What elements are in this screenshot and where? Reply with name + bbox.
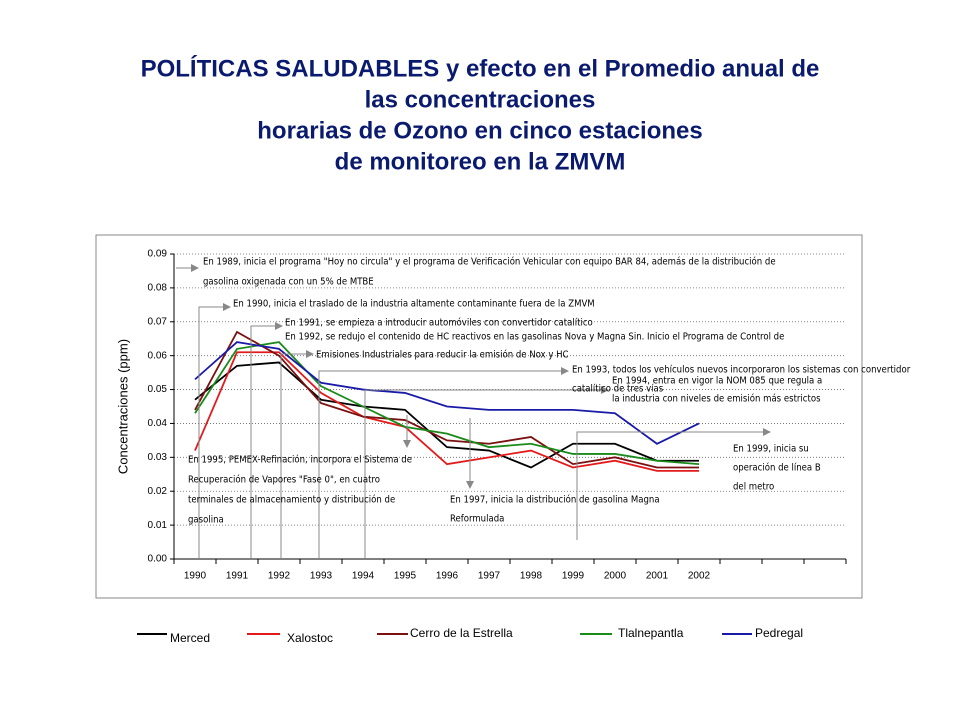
- x-tick-label: 1998: [520, 571, 543, 582]
- legend-label: Merced: [170, 631, 210, 645]
- x-tick-label: 1995: [394, 571, 417, 582]
- chart-title: las concentraciones: [365, 86, 596, 113]
- annotation: gasolina: [188, 515, 224, 526]
- y-tick-label: 0.01: [148, 520, 168, 531]
- y-tick-label: 0.04: [148, 418, 168, 429]
- y-tick-label: 0.03: [148, 452, 168, 463]
- annotation: En 1992, se redujo el contenido de HC re…: [285, 332, 784, 343]
- chart-title: horarias de Ozono en cinco estaciones: [257, 117, 702, 144]
- x-tick-label: 2001: [646, 571, 669, 582]
- y-tick-label: 0.05: [148, 384, 168, 395]
- x-tick-label: 1999: [562, 571, 585, 582]
- series-line: [194, 341, 700, 445]
- legend-label: Xalostoc: [287, 631, 333, 645]
- annotation-arrow: [576, 428, 771, 540]
- annotation: terminales de almacenamiento y distribuc…: [188, 495, 395, 506]
- annotation: En 1993, todos los vehículos nuevos inco…: [572, 365, 911, 376]
- annotation-arrow: [318, 367, 569, 559]
- annotation: catalítico de tres vías: [572, 384, 664, 395]
- x-tick-label: 1996: [436, 571, 459, 582]
- annotation: Emisiones Industriales para reducir la e…: [316, 350, 569, 361]
- annotation: Reformulada: [450, 514, 504, 525]
- series-line: [194, 351, 699, 472]
- annotation: operación de línea B: [733, 463, 821, 474]
- annotation-arrow: [250, 322, 283, 559]
- chart-frame: [95, 234, 863, 599]
- legend-label: Pedregal: [755, 626, 803, 640]
- series-line: [194, 361, 699, 469]
- x-tick-label: 2002: [688, 571, 711, 582]
- annotation: del metro: [733, 482, 774, 493]
- annotation-arrow: [198, 303, 231, 559]
- annotation: la industria con niveles de emisión más …: [612, 394, 821, 405]
- annotation-arrow: [364, 386, 609, 559]
- y-tick-label: 0.09: [148, 249, 168, 260]
- x-tick-label: 1991: [226, 571, 249, 582]
- annotation-arrow: [280, 350, 314, 559]
- x-tick-label: 1993: [310, 571, 333, 582]
- annotation: En 1989, inicia el programa "Hoy no circ…: [203, 257, 776, 268]
- x-tick-label: 1990: [184, 571, 207, 582]
- series-line: [194, 330, 699, 469]
- y-tick-label: 0.00: [148, 554, 168, 565]
- y-tick-label: 0.08: [148, 283, 168, 294]
- annotation: En 1997, inicia la distribución de gasol…: [450, 495, 660, 506]
- x-tick-label: 1994: [352, 571, 375, 582]
- series-line: [194, 341, 700, 466]
- y-axis-label: Concentraciones (ppm): [115, 339, 130, 474]
- annotation: En 1991, se empieza a introducir automóv…: [285, 318, 593, 329]
- y-tick-label: 0.07: [148, 316, 168, 327]
- legend-label: Tlalnepantla: [618, 626, 684, 640]
- y-tick-label: 0.02: [148, 486, 168, 497]
- y-tick-label: 0.06: [148, 350, 168, 361]
- legend-label: Cerro de la Estrella: [410, 626, 513, 640]
- annotation: gasolina oxigenada con un 5% de MTBE: [203, 277, 374, 288]
- annotation: Recuperación de Vapores "Fase 0", en cua…: [188, 475, 380, 486]
- chart-title: POLÍTICAS SALUDABLES y efecto en el Prom…: [141, 54, 820, 82]
- annotation: En 1994, entra en vigor la NOM 085 que r…: [612, 376, 822, 387]
- annotation: En 1995, PEMEX-Refinación, incorpora el …: [188, 455, 412, 466]
- x-tick-label: 2000: [604, 571, 627, 582]
- x-tick-label: 1992: [268, 571, 291, 582]
- x-tick-label: 1997: [478, 571, 501, 582]
- annotation: En 1999, inicia su: [733, 444, 809, 455]
- annotation: En 1990, inicia el traslado de la indust…: [233, 299, 595, 310]
- chart-title: de monitoreo en la ZMVM: [335, 148, 626, 175]
